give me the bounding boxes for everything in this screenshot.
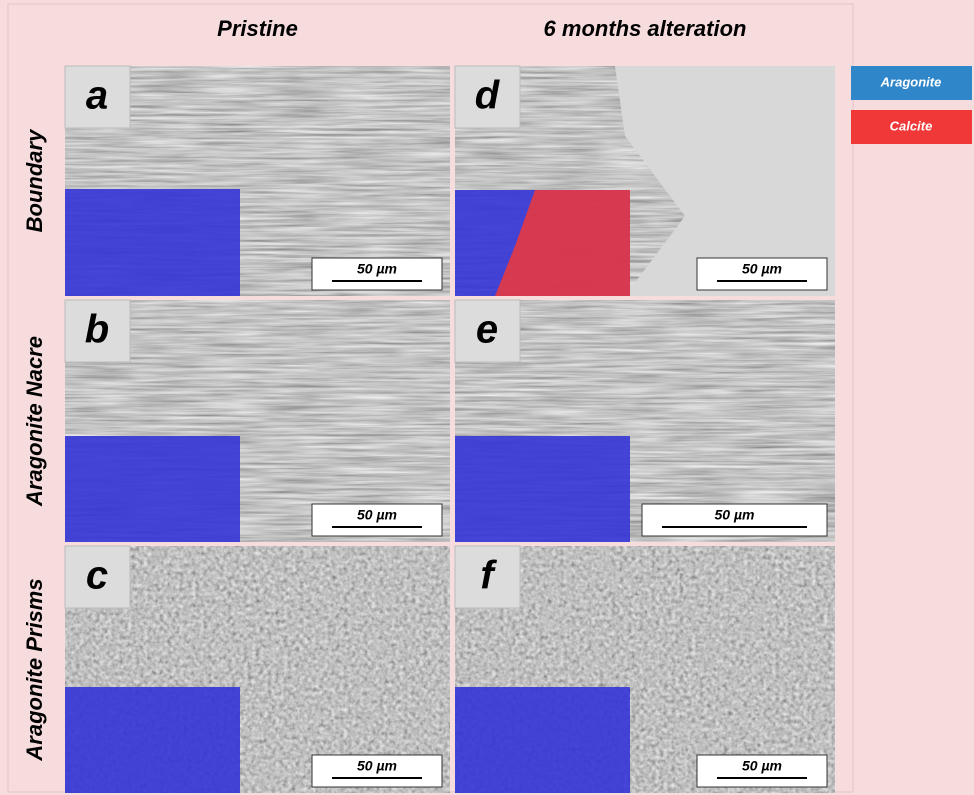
scale-bar-label: 50 µm: [742, 758, 782, 774]
row-label: Aragonite Nacre: [22, 336, 47, 507]
row-label: Boundary: [22, 128, 47, 232]
phase-map-inset: [455, 687, 630, 793]
phase-map-inset: [65, 436, 240, 542]
scale-bar-label: 50 µm: [715, 507, 755, 523]
panel-letter: e: [476, 308, 498, 352]
panel-letter: b: [85, 308, 109, 352]
micrograph-panel: e 50 µm: [455, 300, 835, 542]
row-label: Aragonite Prisms: [22, 578, 47, 761]
micrograph-panel: b 50 µm: [65, 300, 450, 542]
panel-letter: c: [86, 554, 108, 598]
panel-letter: a: [86, 74, 108, 118]
legend-label: Calcite: [890, 118, 933, 133]
phase-map-inset: [455, 436, 630, 542]
phase-map-inset: [65, 189, 240, 296]
scale-bar-label: 50 µm: [357, 261, 397, 277]
scale-bar-label: 50 µm: [357, 507, 397, 523]
micrograph-panel: f50 µm: [455, 546, 835, 793]
figure: Pristine 6 months alteration Boundary Arago…: [0, 0, 974, 795]
phase-map-inset: [65, 687, 240, 793]
scale-bar-label: 50 µm: [742, 261, 782, 277]
micrograph-panel: a 50 µm: [65, 66, 450, 296]
column-header: Pristine: [217, 16, 298, 41]
legend-label: Aragonite: [880, 74, 942, 89]
panel-letter: d: [475, 74, 501, 118]
micrograph-panel: c 50 µm: [65, 546, 450, 793]
scale-bar-label: 50 µm: [357, 758, 397, 774]
column-header: 6 months alteration: [544, 16, 747, 41]
micrograph-panel: d 50 µm: [455, 66, 835, 296]
